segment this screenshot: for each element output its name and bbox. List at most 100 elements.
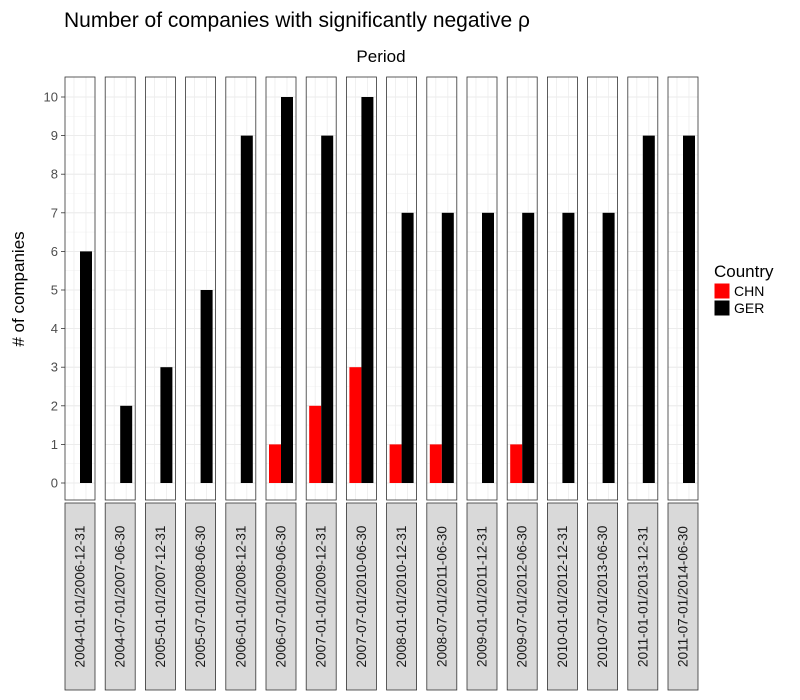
- facet-strip: [587, 502, 618, 691]
- bar-ger: [562, 212, 575, 484]
- facet-panel: 2010-07-01/2013-06-30: [587, 76, 618, 691]
- bar-chn: [429, 444, 442, 483]
- facet-strip: [466, 502, 498, 691]
- facet-label: 2010-07-01/2013-06-30: [595, 526, 610, 668]
- facet-panel: 2009-07-01/2012-06-30: [506, 76, 538, 691]
- bar-ger: [683, 135, 695, 483]
- legend-label: CHN: [734, 283, 764, 299]
- y-tick-label: 7: [51, 205, 58, 220]
- panel-border: [265, 76, 297, 501]
- bar-chn: [309, 405, 322, 483]
- panel-border: [627, 76, 659, 501]
- bar-ger: [240, 135, 253, 483]
- bar-ger: [522, 212, 535, 484]
- bar-chn: [269, 444, 281, 483]
- panel-border: [305, 76, 337, 501]
- chart-title: Number of companies with significantly n…: [64, 9, 530, 32]
- facet-panel: 2006-07-01/2009-06-30: [265, 76, 297, 691]
- panel-border: [587, 76, 618, 501]
- facet-panel: 2009-01-01/2011-12-31: [466, 76, 498, 691]
- facet-label: 2004-07-01/2007-06-30: [113, 526, 128, 668]
- facet-strip: [345, 502, 377, 691]
- facet-label: 2009-01-01/2011-12-31: [475, 526, 490, 667]
- y-tick-label: 8: [51, 167, 58, 182]
- facet-strip: [305, 502, 337, 691]
- panel-border: [386, 76, 418, 501]
- facet-label: 2011-01-01/2013-12-31: [635, 526, 650, 667]
- facet-strip: [506, 502, 538, 691]
- bar-ger: [200, 290, 213, 483]
- bar-ger: [401, 212, 414, 484]
- y-tick-label: 5: [51, 283, 58, 298]
- facet-strip: [185, 502, 217, 691]
- facet-label: 2007-07-01/2010-06-30: [354, 526, 369, 668]
- facet-strip: [265, 502, 297, 691]
- panel-border: [144, 76, 176, 501]
- legend-swatch: [713, 299, 731, 317]
- legend-swatch: [713, 282, 731, 300]
- y-tick-label: 4: [51, 321, 58, 336]
- panel-border: [547, 76, 578, 501]
- facet-label: 2004-01-01/2006-12-31: [73, 526, 88, 668]
- facet-strip: [426, 502, 458, 691]
- y-tick-label: 3: [51, 360, 58, 375]
- facet-panel: 2007-07-01/2010-06-30: [345, 76, 377, 691]
- facet-panel: 2005-01-01/2007-12-31: [144, 76, 176, 691]
- facet-strip: [667, 502, 699, 691]
- facet-panel: 2007-01-01/2009-12-31: [305, 76, 337, 691]
- bar-ger: [361, 97, 374, 483]
- y-tick-label: 10: [44, 90, 58, 105]
- facet-strip: [104, 502, 136, 691]
- facet-strip: [144, 502, 176, 691]
- facet-panel: 2008-01-01/2010-12-31: [386, 76, 418, 691]
- facet-label: 2009-07-01/2012-06-30: [515, 526, 530, 668]
- panel-border: [506, 76, 538, 501]
- facet-label: 2005-07-01/2008-06-30: [193, 526, 208, 668]
- bar-chn: [349, 367, 362, 483]
- bar-ger: [80, 251, 92, 483]
- facet-label: 2005-01-01/2007-12-31: [153, 526, 168, 668]
- bar-ger: [160, 367, 173, 483]
- facet-strip: [547, 502, 578, 691]
- plot-area: 2004-01-01/2006-12-31 2004-07-01/2007-06-…: [44, 76, 699, 691]
- bar-ger: [321, 135, 334, 483]
- facet-label: 2011-07-01/2014-06-30: [676, 526, 691, 667]
- facet-header-title: Period: [356, 47, 405, 66]
- legend-item: GER: [713, 299, 764, 317]
- facet-panel: 2008-07-01/2011-06-30: [426, 76, 458, 691]
- facet-label: 2007-01-01/2009-12-31: [314, 526, 329, 668]
- legend-title: Country: [714, 262, 774, 281]
- facet-strip: [225, 502, 257, 691]
- y-tick-label: 1: [51, 437, 58, 452]
- legend-item: CHN: [713, 282, 764, 300]
- y-axis: 0 1 2 3 4 5 6 7 8 9 10: [44, 90, 65, 491]
- bar-chn: [389, 444, 402, 483]
- y-tick-label: 2: [51, 398, 58, 413]
- y-axis-label: # of companies: [9, 231, 28, 346]
- facet-panel: 2011-01-01/2013-12-31: [627, 76, 659, 691]
- facet-panel: 2005-07-01/2008-06-30: [185, 76, 217, 691]
- facet-panel: 2010-01-01/2012-12-31: [547, 76, 578, 691]
- facet-panel: 2004-07-01/2007-06-30: [104, 76, 136, 691]
- facet-label: 2008-01-01/2010-12-31: [394, 526, 409, 668]
- y-tick-label: 9: [51, 128, 58, 143]
- y-tick-label: 6: [51, 244, 58, 259]
- panel-border: [104, 76, 136, 501]
- bar-ger: [441, 212, 454, 484]
- facet-strip: [386, 502, 418, 691]
- facet-panel: 2006-01-01/2008-12-31: [225, 76, 257, 691]
- panel-border: [64, 76, 96, 501]
- bar-ger: [602, 212, 615, 484]
- panel-border: [426, 76, 458, 501]
- facet-label: 2010-01-01/2012-12-31: [555, 526, 570, 668]
- facet-label: 2006-07-01/2009-06-30: [274, 526, 289, 668]
- bar-ger: [482, 212, 494, 484]
- panel-border: [466, 76, 498, 501]
- legend-label: GER: [734, 300, 764, 316]
- facet-label: 2006-01-01/2008-12-31: [233, 526, 248, 668]
- panel-border: [225, 76, 257, 501]
- bar-ger: [120, 405, 133, 483]
- panel-border: [667, 76, 699, 501]
